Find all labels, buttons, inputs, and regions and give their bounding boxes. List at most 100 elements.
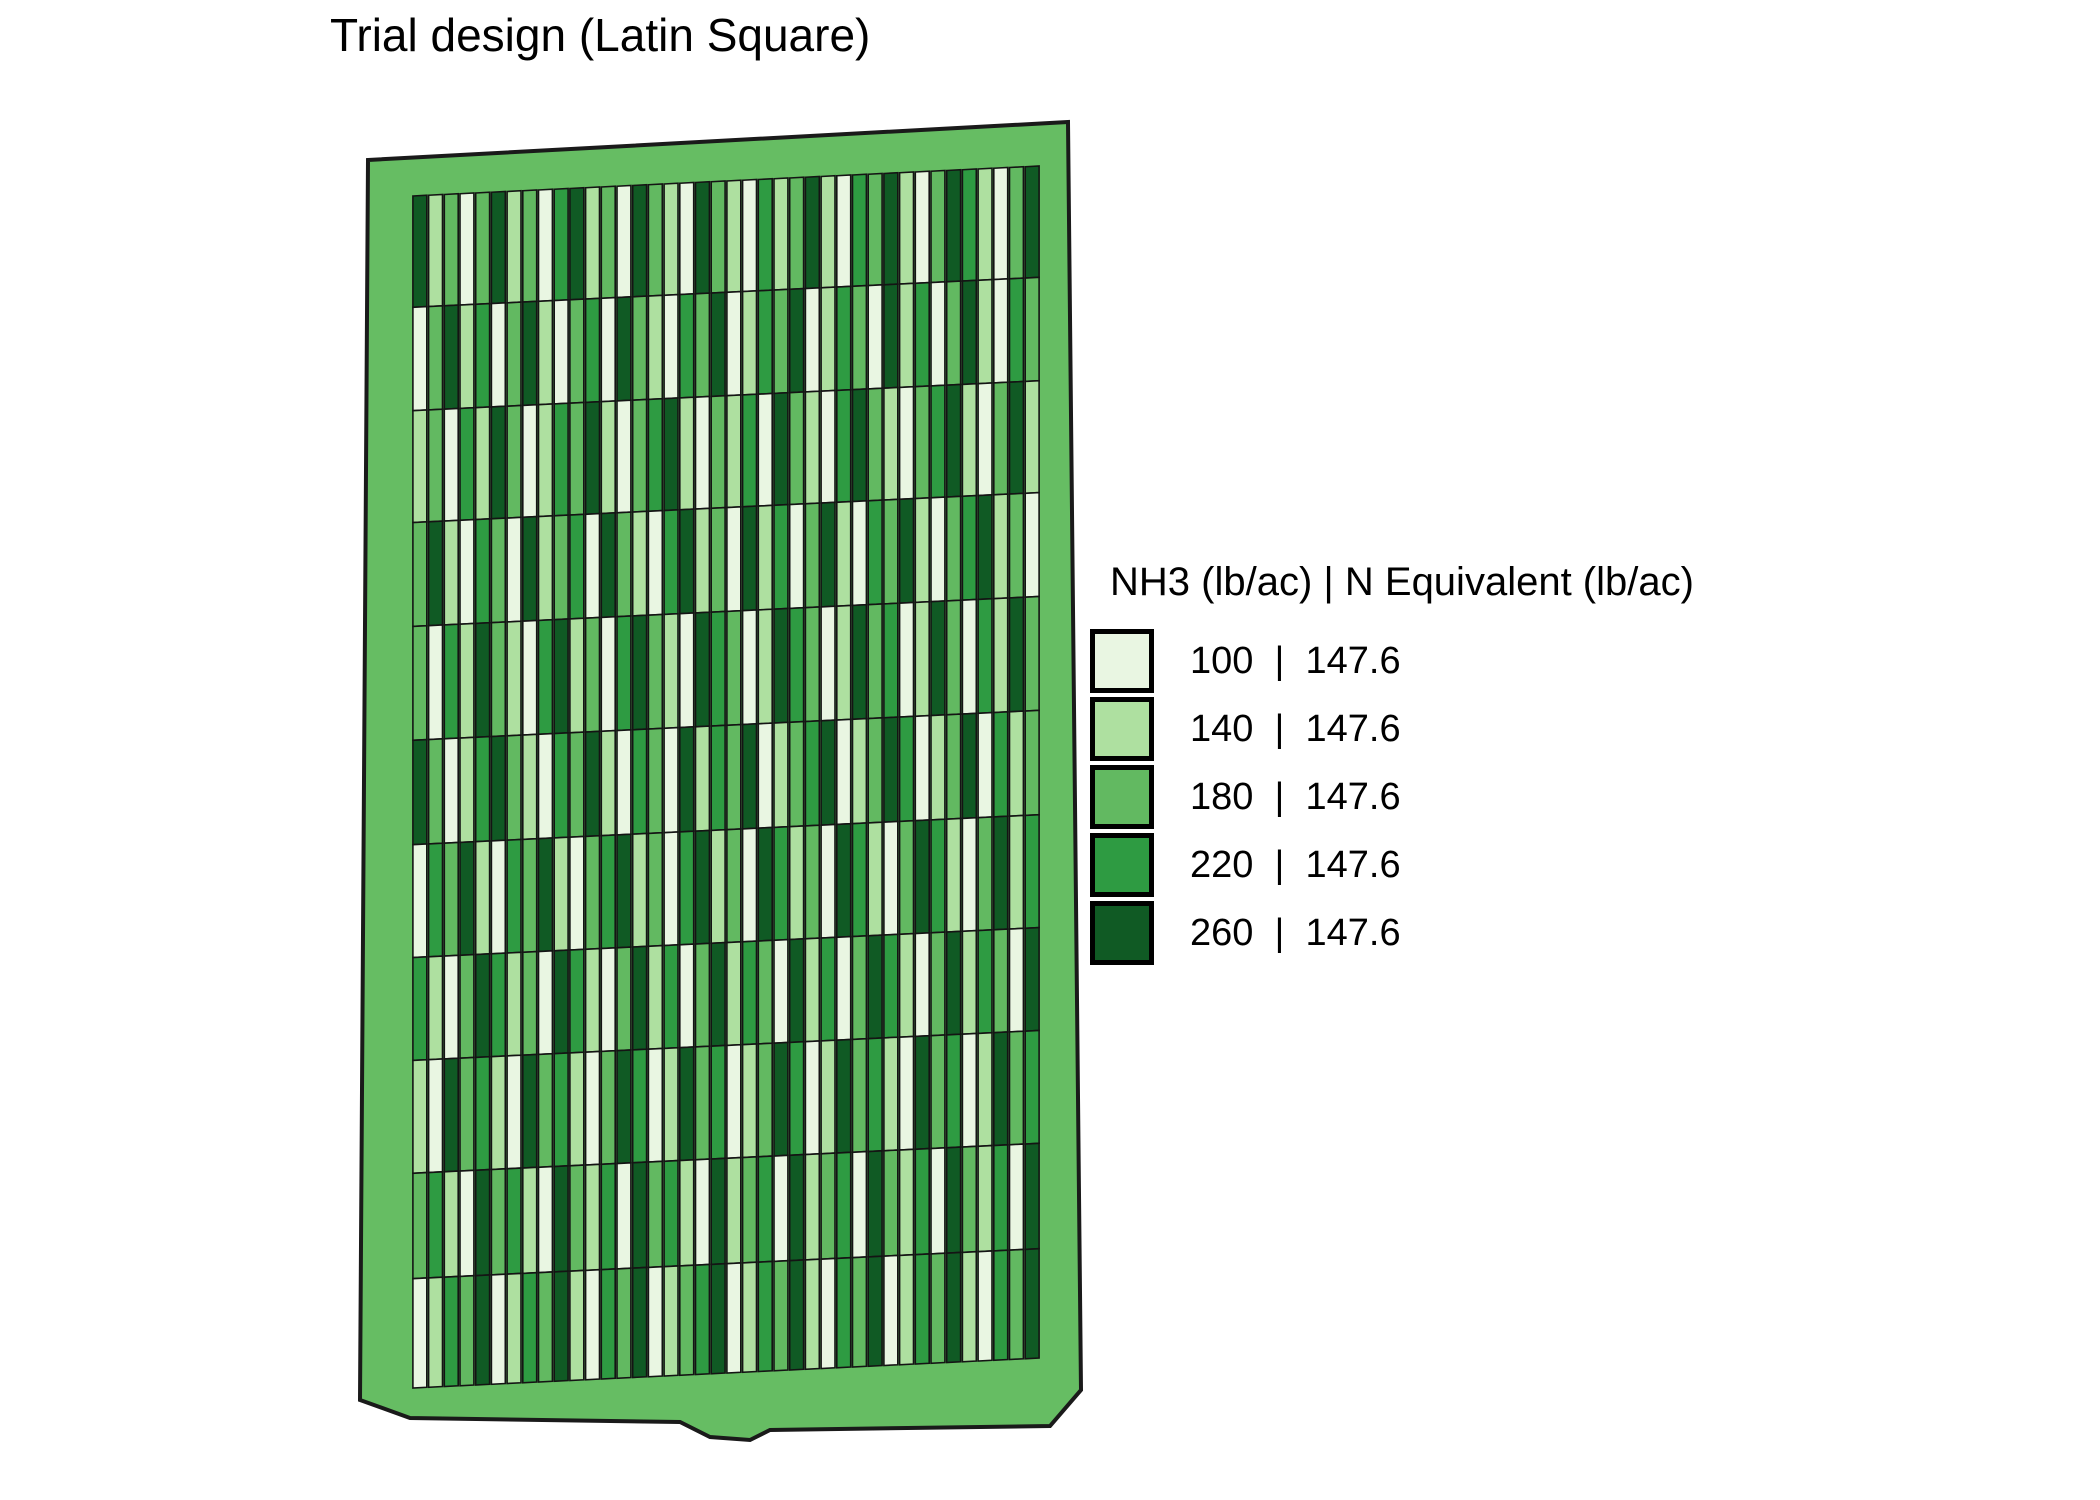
strip-plot[interactable] (474, 406, 491, 521)
strip-plot[interactable] (977, 493, 993, 601)
strip-plot[interactable] (930, 931, 946, 1037)
strip-plot[interactable] (851, 603, 868, 721)
strip-plot[interactable] (1008, 492, 1025, 599)
strip-plot[interactable] (898, 282, 915, 389)
strip-plot[interactable] (663, 182, 679, 297)
strip-plot[interactable] (992, 381, 1009, 496)
strip-plot[interactable] (835, 718, 852, 826)
strip-plot[interactable] (914, 1147, 931, 1256)
strip-plot[interactable] (741, 1261, 758, 1374)
strip-plot[interactable] (459, 303, 475, 410)
strip-plot[interactable] (820, 1039, 836, 1155)
strip-plot[interactable] (788, 1040, 805, 1157)
strip-plot[interactable] (490, 839, 507, 955)
strip-plot[interactable] (427, 1276, 444, 1389)
strip-plot[interactable] (961, 279, 978, 386)
strip-plot[interactable] (883, 933, 899, 1039)
strip-plot[interactable] (694, 611, 711, 728)
strip-plot[interactable] (914, 600, 931, 718)
strip-plot[interactable] (851, 1150, 868, 1259)
strip-plot[interactable] (490, 302, 507, 408)
strip-plot[interactable] (663, 1046, 679, 1163)
strip-plot[interactable] (773, 1041, 789, 1157)
strip-plot[interactable] (820, 1152, 836, 1260)
strip-plot[interactable] (741, 1155, 758, 1264)
strip-plot[interactable] (710, 610, 726, 727)
strip-plot[interactable] (600, 1268, 617, 1380)
strip-plot[interactable] (757, 392, 774, 507)
strip-plot[interactable] (835, 285, 852, 392)
strip-plot[interactable] (1008, 710, 1025, 818)
strip-plot[interactable] (600, 615, 617, 733)
strip-plot[interactable] (537, 514, 554, 622)
strip-plot[interactable] (977, 597, 993, 715)
strip-plot[interactable] (804, 719, 821, 827)
strip-plot[interactable] (647, 397, 664, 513)
strip-plot[interactable] (443, 407, 459, 522)
strip-plot[interactable] (898, 1035, 915, 1151)
strip-plot[interactable] (883, 1036, 899, 1152)
strip-plot[interactable] (537, 837, 554, 953)
strip-plot[interactable] (553, 1164, 569, 1273)
strip-plot[interactable] (631, 398, 648, 513)
strip-plot[interactable] (694, 1263, 711, 1376)
strip-plot[interactable] (835, 1151, 852, 1260)
strip-plot[interactable] (553, 514, 569, 621)
strip-plot[interactable] (443, 737, 459, 845)
strip-plot[interactable] (726, 1043, 742, 1160)
strip-plot[interactable] (977, 167, 993, 282)
strip-plot[interactable] (506, 838, 522, 954)
strip-plot[interactable] (490, 734, 507, 842)
strip-plot[interactable] (914, 281, 931, 388)
strip-plot[interactable] (710, 394, 726, 510)
strip-plot[interactable] (631, 728, 648, 836)
strip-plot[interactable] (945, 1251, 962, 1364)
strip-plot[interactable] (741, 1043, 758, 1159)
strip-plot[interactable] (474, 621, 491, 739)
strip-plot[interactable] (427, 1170, 444, 1279)
strip-plot[interactable] (835, 500, 852, 608)
strip-plot[interactable] (1008, 596, 1025, 713)
strip-plot[interactable] (883, 1254, 899, 1367)
strip-plot[interactable] (961, 494, 978, 602)
strip-plot[interactable] (773, 288, 789, 395)
strip-plot[interactable] (616, 296, 632, 402)
strip-plot[interactable] (694, 725, 711, 833)
strip-plot[interactable] (443, 192, 459, 307)
strip-plot[interactable] (945, 168, 962, 283)
strip-plot[interactable] (883, 498, 899, 605)
strip-plot[interactable] (726, 1262, 742, 1374)
strip-plot[interactable] (631, 510, 648, 617)
strip-plot[interactable] (506, 1167, 522, 1275)
strip-plot[interactable] (443, 1170, 459, 1278)
strip-plot[interactable] (631, 183, 648, 298)
strip-plot[interactable] (914, 385, 931, 500)
strip-plot[interactable] (474, 952, 491, 1059)
strip-plot[interactable] (1008, 1248, 1025, 1361)
strip-plot[interactable] (992, 493, 1009, 600)
strip-plot[interactable] (977, 382, 993, 497)
strip-plot[interactable] (961, 168, 978, 282)
strip-plot[interactable] (930, 713, 946, 821)
strip-plot[interactable] (930, 281, 946, 387)
strip-plot[interactable] (506, 189, 522, 304)
strip-plot[interactable] (741, 827, 758, 943)
strip-plot[interactable] (522, 733, 538, 841)
strip-plot[interactable] (694, 829, 711, 945)
strip-plot[interactable] (757, 289, 774, 396)
strip-plot[interactable] (1024, 926, 1040, 1033)
strip-plot[interactable] (930, 169, 946, 284)
strip-plot[interactable] (537, 1052, 554, 1169)
strip-plot[interactable] (412, 305, 428, 412)
strip-plot[interactable] (553, 187, 569, 302)
legend-item[interactable]: 140 | 147.6 (1090, 695, 1890, 763)
strip-plot[interactable] (773, 721, 789, 829)
strip-plot[interactable] (726, 290, 742, 397)
strip-plot[interactable] (600, 296, 617, 403)
strip-plot[interactable] (631, 945, 648, 1051)
strip-plot[interactable] (945, 930, 962, 1036)
strip-plot[interactable] (678, 1264, 695, 1377)
strip-plot[interactable] (553, 949, 569, 1055)
strip-plot[interactable] (600, 1049, 617, 1166)
strip-plot[interactable] (506, 1054, 522, 1170)
